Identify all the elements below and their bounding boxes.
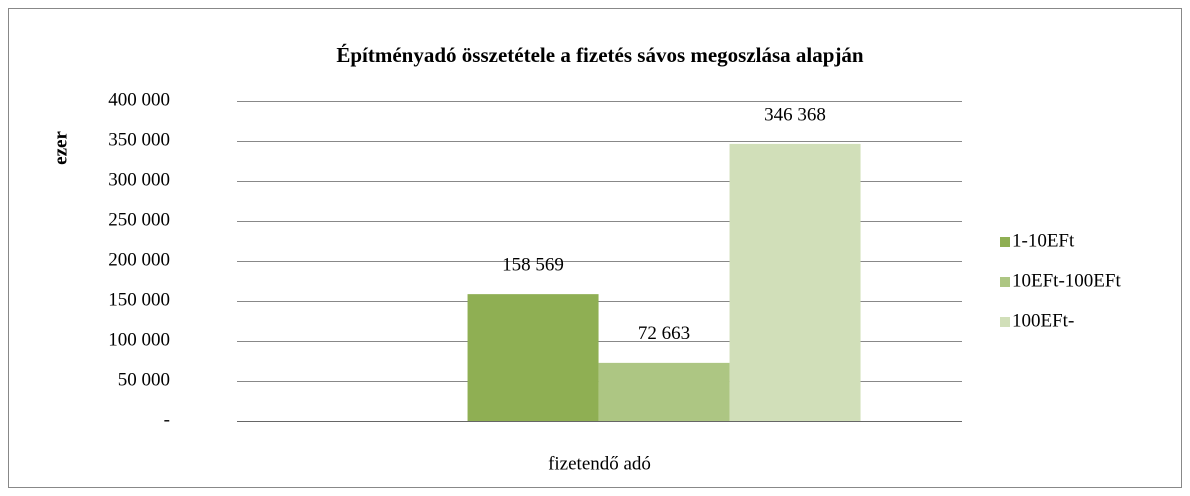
legend-swatch	[1000, 277, 1010, 287]
y-tick-label: 250 000	[108, 209, 170, 230]
y-axis-label: ezer	[50, 131, 71, 165]
value-label: 346 368	[764, 104, 826, 125]
y-tick-label: 200 000	[108, 249, 170, 270]
value-label: 158 569	[502, 255, 564, 276]
value-label: 72 663	[638, 323, 690, 344]
legend-label: 10EFt-100EFt	[1012, 270, 1121, 291]
x-tick-label: fizetendő adó	[548, 453, 651, 474]
legend-swatch	[1000, 317, 1010, 327]
y-tick-label: 300 000	[108, 169, 170, 190]
bar	[467, 294, 599, 421]
legend-label: 1-10EFt	[1012, 230, 1075, 251]
y-tick-label: -	[164, 409, 170, 430]
legend-label: 100EFt-	[1012, 310, 1074, 331]
y-tick-label: 50 000	[118, 369, 170, 390]
bar	[729, 143, 861, 422]
bar	[598, 362, 730, 421]
legend-swatch	[1000, 237, 1010, 247]
y-tick-label: 350 000	[108, 129, 170, 150]
chart-title: Építményadó összetétele a fizetés sávos …	[336, 43, 864, 67]
y-tick-label: 150 000	[108, 289, 170, 310]
y-tick-label: 100 000	[108, 329, 170, 350]
y-tick-label: 400 000	[108, 89, 170, 110]
